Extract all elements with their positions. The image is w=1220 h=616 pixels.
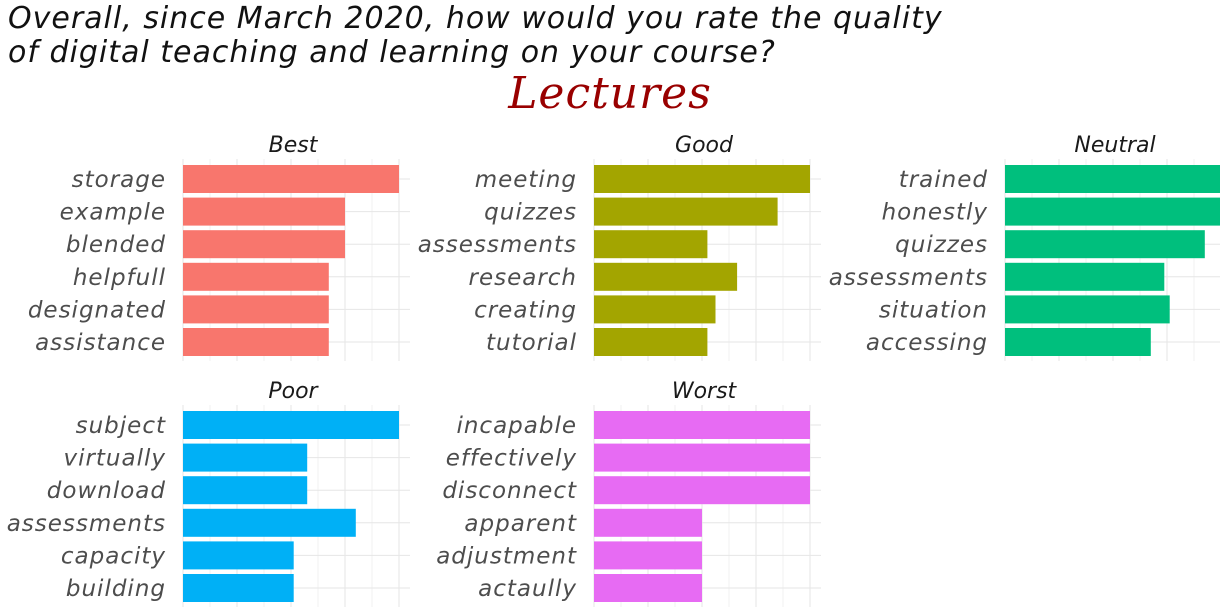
category-label: subject <box>76 413 166 439</box>
bar-neutral-accessing <box>1005 328 1151 356</box>
bar-worst-adjustment <box>594 541 702 570</box>
bar-worst-disconnect <box>594 476 810 505</box>
category-label: situation <box>879 297 988 323</box>
bar-poor-capacity <box>183 541 294 570</box>
category-label: incapable <box>456 413 577 439</box>
bar-best-helpfull <box>183 262 329 291</box>
category-label: virtually <box>63 446 166 472</box>
chart-subtitle: Lectures <box>508 68 712 119</box>
bar-neutral-assessments <box>1005 262 1165 291</box>
bar-neutral-honestly <box>1005 197 1220 226</box>
bar-worst-apparent <box>594 508 702 537</box>
bar-best-designated <box>183 295 329 324</box>
category-label: trained <box>899 167 988 193</box>
category-label: blended <box>66 232 166 258</box>
bar-best-blended <box>183 230 345 259</box>
chart-title: Overall, since March 2020, how would you… <box>8 2 1208 70</box>
category-label: building <box>66 576 166 602</box>
category-label: assessments <box>7 511 166 537</box>
facet-label-poor: Poor <box>268 379 319 404</box>
facet-label-best: Best <box>269 133 319 158</box>
bar-poor-building <box>183 574 294 602</box>
bar-worst-incapable <box>594 411 810 439</box>
bar-good-research <box>594 262 738 291</box>
category-label: assistance <box>35 330 166 356</box>
bar-best-storage <box>183 165 399 193</box>
bar-worst-actaully <box>594 574 702 602</box>
category-label: apparent <box>464 511 577 537</box>
facet-label-neutral: Neutral <box>1074 133 1155 158</box>
bar-good-tutorial <box>594 328 708 356</box>
category-label: research <box>468 265 577 291</box>
category-label: download <box>47 478 166 504</box>
bar-neutral-quizzes <box>1005 230 1205 259</box>
category-label: creating <box>474 297 577 323</box>
category-label: adjustment <box>436 543 577 569</box>
category-label: actaully <box>478 576 577 602</box>
category-label: quizzes <box>895 232 988 258</box>
bar-poor-assessments <box>183 508 356 537</box>
bar-poor-virtually <box>183 443 308 472</box>
category-label: designated <box>28 297 166 323</box>
category-label: tutorial <box>486 330 577 356</box>
bar-best-assistance <box>183 328 329 356</box>
category-label: accessing <box>866 330 988 356</box>
category-label: quizzes <box>484 200 577 226</box>
bar-good-quizzes <box>594 197 778 226</box>
bar-poor-download <box>183 476 308 505</box>
category-label: honestly <box>882 200 988 226</box>
category-label: helpfull <box>73 265 166 291</box>
chart-title-line-2: of digital teaching and learning on your… <box>8 35 776 70</box>
bar-neutral-situation <box>1005 295 1170 324</box>
chart-title-line-1: Overall, since March 2020, how would you… <box>8 1 943 36</box>
bar-good-creating <box>594 295 716 324</box>
bar-poor-subject <box>183 411 399 439</box>
category-label: meeting <box>475 167 577 193</box>
category-label: assessments <box>418 232 577 258</box>
bar-good-meeting <box>594 165 810 193</box>
facet-label-worst: Worst <box>672 379 738 404</box>
category-label: example <box>60 200 166 226</box>
category-label: assessments <box>829 265 988 291</box>
bar-best-example <box>183 197 345 226</box>
facet-label-good: Good <box>675 133 734 158</box>
category-label: disconnect <box>442 478 577 504</box>
category-label: storage <box>72 167 166 193</box>
bar-worst-effectively <box>594 443 810 472</box>
bar-neutral-trained <box>1005 165 1220 193</box>
category-label: effectively <box>446 446 577 472</box>
bar-good-assessments <box>594 230 708 259</box>
category-label: capacity <box>61 543 166 569</box>
